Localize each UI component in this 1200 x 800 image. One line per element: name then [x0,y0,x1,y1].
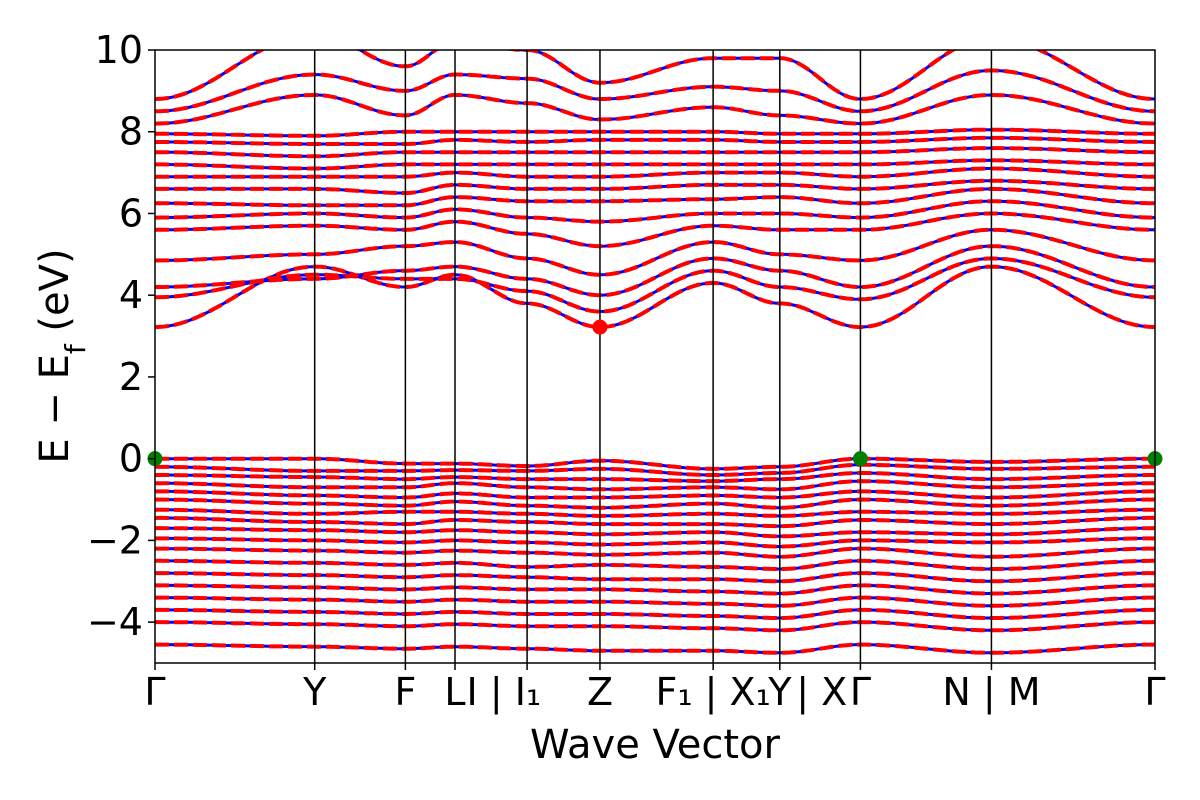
conduction-band-19-spin-down [155,256,1155,314]
x-tick-label-2: F [394,670,416,714]
x-tick-label-4: I | I₁ [467,670,542,715]
band-edge-marker-3 [592,319,608,335]
conduction-band-31-spin-up [155,93,1155,126]
x-tick-label-9: Γ [850,670,871,714]
x-tick-label-7: Y [767,670,792,714]
x-tick-label-10: N | M [942,670,1040,715]
y-tick-label-1: −2 [87,518,143,562]
y-tick-label-5: 6 [119,191,143,235]
y-tick-label-2: 0 [119,437,143,481]
y-axis-ticks: −4 −2 0 2 4 6 8 10 [87,28,155,644]
x-tick-label-6: F₁ | X₁ [655,670,770,715]
conduction-band-25-spin-down [155,178,1155,195]
x-tick-label-11: Γ [1144,670,1165,714]
band-edge-markers [147,319,1163,467]
x-tick-label-5: Z [587,670,613,714]
x-tick-label-0: Γ [144,670,165,714]
plot-area [147,49,1163,664]
y-tick-label-7: 10 [95,28,143,72]
band-lines [155,50,1155,655]
x-tick-label-8: | X [796,670,847,715]
conduction-band-33-spin-up [155,50,1155,101]
x-tick-label-1: Y [302,670,327,714]
conduction-band-32-spin-down [155,68,1155,114]
y-tick-label-3: 2 [119,355,143,399]
conduction-band-18-spin-down [155,264,1155,330]
plot-frame [154,49,1156,664]
high-symmetry-lines [313,50,993,663]
x-tick-label-3: L [444,670,465,714]
y-tick-label-0: −4 [87,600,143,644]
band-edge-marker-1 [852,451,868,467]
y-axis-label: E − Ef (eV) [32,248,92,463]
conduction-band-33-spin-down [155,50,1155,102]
y-tick-label-4: 4 [119,273,143,317]
conduction-band-31-spin-down [155,92,1155,126]
y-tick-label-6: 8 [119,110,143,154]
x-axis-label: Wave Vector [530,722,781,768]
